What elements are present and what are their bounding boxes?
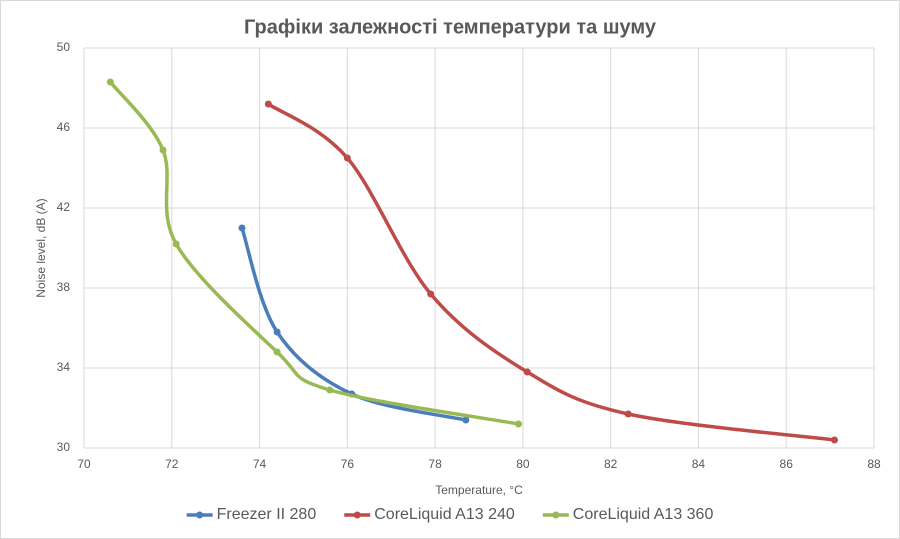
y-axis-label: Noise level, dB (A) bbox=[34, 198, 48, 297]
data-point bbox=[427, 290, 435, 298]
x-tick-label: 82 bbox=[604, 457, 618, 471]
y-tick-label: 50 bbox=[57, 40, 71, 54]
data-point bbox=[831, 436, 838, 444]
data-point bbox=[238, 224, 246, 232]
data-point bbox=[462, 416, 470, 424]
y-tick-label: 30 bbox=[57, 440, 71, 454]
data-point bbox=[515, 420, 522, 428]
x-tick-label: 80 bbox=[516, 457, 530, 471]
data-point bbox=[523, 368, 531, 376]
x-tick-label: 74 bbox=[253, 457, 267, 471]
legend-marker bbox=[552, 511, 560, 519]
legend-marker bbox=[196, 511, 204, 519]
x-axis-label: Temperature, °C bbox=[435, 483, 523, 497]
y-tick-label: 38 bbox=[57, 280, 71, 294]
legend-label: Freezer II 280 bbox=[217, 506, 317, 523]
x-tick-label: 84 bbox=[692, 457, 706, 471]
data-point bbox=[343, 154, 351, 162]
legend-label: CoreLiquid A13 240 bbox=[374, 506, 515, 523]
legend-label: CoreLiquid A13 360 bbox=[573, 506, 714, 523]
data-point bbox=[624, 410, 632, 418]
data-point bbox=[273, 328, 281, 336]
data-point bbox=[172, 240, 180, 248]
x-tick-label: 88 bbox=[867, 457, 881, 471]
x-tick-label: 86 bbox=[780, 457, 794, 471]
x-tick-label: 72 bbox=[165, 457, 179, 471]
x-tick-label: 70 bbox=[77, 457, 91, 471]
x-tick-label: 78 bbox=[428, 457, 442, 471]
y-tick-label: 42 bbox=[57, 200, 71, 214]
y-tick-label: 46 bbox=[57, 120, 71, 134]
data-point bbox=[326, 386, 334, 394]
data-point bbox=[273, 348, 281, 356]
y-tick-label: 34 bbox=[57, 360, 71, 374]
x-tick-label: 76 bbox=[341, 457, 355, 471]
data-point bbox=[106, 78, 114, 86]
legend-marker bbox=[353, 511, 361, 519]
data-point bbox=[264, 100, 272, 108]
series-line bbox=[240, 227, 467, 422]
data-point bbox=[159, 146, 167, 154]
chart-title: Графіки залежності температури та шуму bbox=[244, 16, 657, 38]
